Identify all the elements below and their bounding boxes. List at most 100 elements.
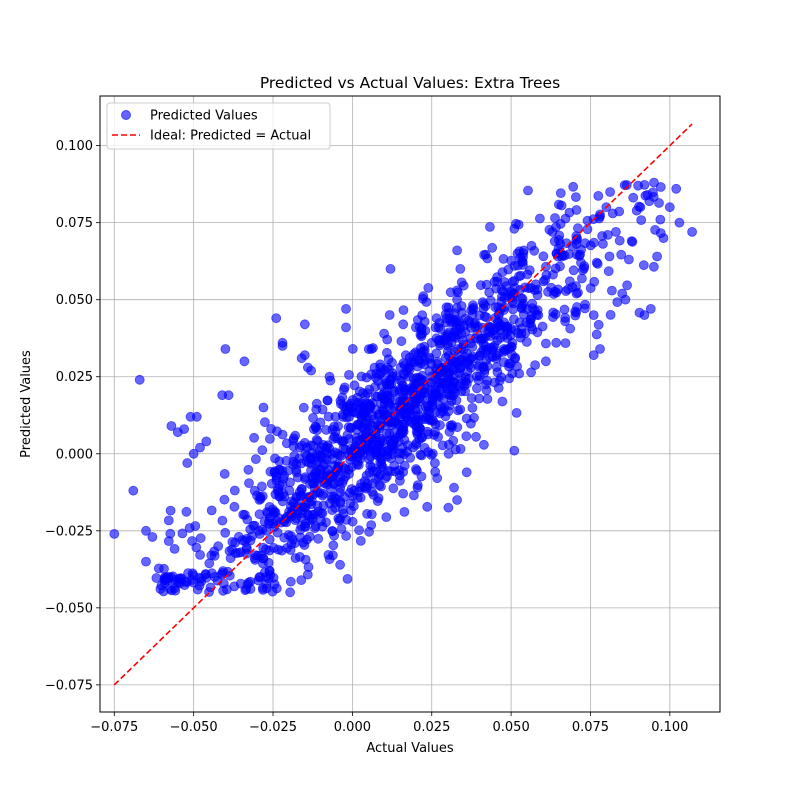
scatter-point bbox=[341, 322, 351, 333]
scatter-point bbox=[396, 336, 407, 347]
scatter-point bbox=[598, 238, 608, 249]
scatter-point bbox=[435, 378, 446, 389]
scatter-point bbox=[165, 505, 176, 516]
scatter-point bbox=[605, 309, 616, 320]
scatter-point bbox=[620, 294, 631, 305]
scatter-point bbox=[649, 261, 659, 272]
scatter-point bbox=[381, 471, 392, 482]
scatter-point bbox=[362, 509, 373, 519]
scatter-point bbox=[258, 402, 269, 413]
scatter-point bbox=[593, 190, 604, 201]
scatter-point bbox=[634, 307, 645, 318]
scatter-point bbox=[373, 493, 384, 504]
scatter-point bbox=[349, 380, 360, 391]
scatter-point bbox=[498, 357, 509, 368]
scatter-point bbox=[537, 321, 548, 332]
scatter-point bbox=[497, 267, 508, 278]
scatter-point bbox=[431, 348, 442, 359]
scatter-point bbox=[191, 542, 202, 553]
scatter-point bbox=[235, 547, 246, 558]
scatter-point bbox=[588, 310, 599, 321]
scatter-point bbox=[674, 217, 685, 228]
scatter-point bbox=[515, 270, 526, 281]
scatter-point bbox=[264, 516, 274, 527]
scatter-point bbox=[361, 470, 372, 481]
scatter-point bbox=[288, 435, 299, 446]
y-axis-label: Predicted Values bbox=[19, 350, 34, 458]
scatter-point bbox=[427, 448, 438, 459]
scatter-point bbox=[451, 303, 462, 313]
scatter-point bbox=[565, 323, 576, 334]
scatter-point bbox=[412, 480, 423, 491]
scatter-point bbox=[335, 487, 346, 498]
scatter-point bbox=[452, 495, 463, 505]
scatter-point bbox=[237, 535, 248, 546]
scatter-point bbox=[591, 329, 602, 340]
scatter-point bbox=[181, 506, 192, 517]
scatter-point bbox=[218, 578, 229, 589]
scatter-point bbox=[305, 440, 316, 451]
scatter-point bbox=[321, 424, 332, 435]
scatter-point bbox=[474, 393, 485, 404]
scatter-point bbox=[465, 322, 476, 333]
scatter-point bbox=[438, 406, 448, 417]
x-tick-label: 0.050 bbox=[493, 720, 530, 735]
scatter-point bbox=[523, 185, 533, 196]
scatter-point bbox=[397, 398, 408, 408]
scatter-point bbox=[244, 478, 254, 489]
scatter-point bbox=[109, 529, 120, 539]
x-tick-label: 0.000 bbox=[334, 720, 371, 735]
legend-label-predicted: Predicted Values bbox=[150, 109, 258, 124]
scatter-point bbox=[387, 443, 398, 453]
scatter-point bbox=[166, 421, 177, 431]
scatter-point bbox=[369, 362, 380, 373]
scatter-point bbox=[128, 485, 139, 496]
scatter-point bbox=[389, 435, 399, 446]
scatter-point bbox=[321, 471, 332, 481]
scatter-point bbox=[368, 465, 379, 476]
scatter-point bbox=[307, 478, 318, 489]
scatter-point bbox=[571, 205, 582, 215]
scatter-point bbox=[141, 525, 151, 536]
scatter-point bbox=[329, 431, 340, 442]
scatter-point bbox=[612, 297, 623, 308]
scatter-point bbox=[329, 530, 340, 541]
scatter-point bbox=[446, 360, 457, 371]
scatter-point bbox=[219, 494, 230, 505]
scatter-point bbox=[229, 485, 240, 496]
scatter-point bbox=[465, 338, 476, 349]
scatter-point bbox=[611, 226, 621, 237]
scatter-point bbox=[311, 398, 322, 409]
scatter-point bbox=[563, 284, 573, 295]
scatter-point bbox=[315, 464, 326, 475]
scatter-point bbox=[190, 521, 201, 531]
scatter-point bbox=[426, 358, 437, 369]
scatter-point bbox=[306, 365, 317, 376]
scatter-point bbox=[159, 563, 169, 574]
scatter-point bbox=[422, 400, 433, 411]
scatter-point bbox=[373, 409, 384, 420]
scatter-point bbox=[395, 375, 406, 386]
scatter-point bbox=[257, 445, 268, 456]
scatter-point bbox=[495, 332, 506, 343]
scatter-point bbox=[471, 371, 482, 382]
scatter-point bbox=[513, 219, 524, 230]
scatter-point bbox=[281, 455, 292, 466]
scatter-point bbox=[313, 533, 324, 544]
scatter-point bbox=[147, 532, 158, 542]
scatter-point bbox=[560, 338, 571, 349]
scatter-point bbox=[533, 310, 544, 321]
scatter-point bbox=[256, 481, 267, 492]
scatter-point bbox=[250, 555, 261, 565]
scatter-point bbox=[416, 388, 426, 399]
scatter-point bbox=[298, 402, 309, 413]
scatter-point bbox=[188, 448, 199, 459]
scatter-point bbox=[238, 509, 249, 520]
scatter-point bbox=[381, 347, 392, 358]
scatter-point bbox=[592, 258, 603, 269]
scatter-point bbox=[624, 254, 634, 265]
scatter-point bbox=[535, 213, 545, 224]
scatter-point bbox=[188, 570, 199, 581]
scatter-point bbox=[554, 230, 565, 241]
